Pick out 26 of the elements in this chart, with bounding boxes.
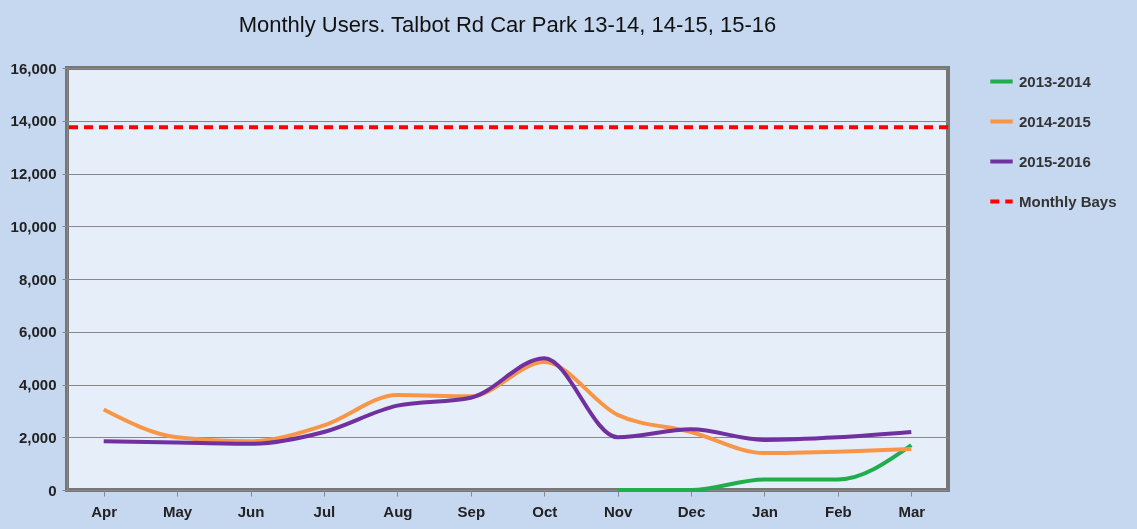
x-tick-label: Dec <box>677 502 706 520</box>
y-tick-label: 0 <box>48 481 57 499</box>
legend-label: 2014-2015 <box>1019 112 1091 130</box>
x-tick-label: Jul <box>313 502 336 520</box>
x-tick-label: Jun <box>237 502 265 520</box>
chart-title: Monthly Users. Talbot Rd Car Park 13-14, 14-15, 15-16 <box>238 12 777 37</box>
x-tick-label: Mar <box>898 502 926 520</box>
x-tick-label: Aug <box>383 502 413 520</box>
y-tick-label: 8,000 <box>18 270 57 288</box>
legend-label: 2013-2014 <box>1019 72 1092 90</box>
x-tick-label: Oct <box>532 502 558 520</box>
x-tick-label: Nov <box>603 502 633 520</box>
legend-label: 2015-2016 <box>1019 152 1091 170</box>
y-tick-label: 12,000 <box>10 165 57 182</box>
y-tick-label: 6,000 <box>18 323 57 341</box>
x-tick-label: Apr <box>91 502 118 520</box>
y-tick-label: 14,000 <box>10 112 57 130</box>
legend-label: Monthly Bays <box>1019 192 1117 210</box>
x-tick-label: Feb <box>825 502 852 520</box>
y-tick-label: 10,000 <box>10 217 57 235</box>
y-tick-label: 16,000 <box>10 59 57 77</box>
x-tick-label: Sep <box>457 502 486 520</box>
x-tick-label: Jan <box>752 502 778 520</box>
y-tick-label: 2,000 <box>18 428 57 446</box>
x-tick-label: May <box>163 502 193 520</box>
y-tick-label: 4,000 <box>18 376 57 393</box>
